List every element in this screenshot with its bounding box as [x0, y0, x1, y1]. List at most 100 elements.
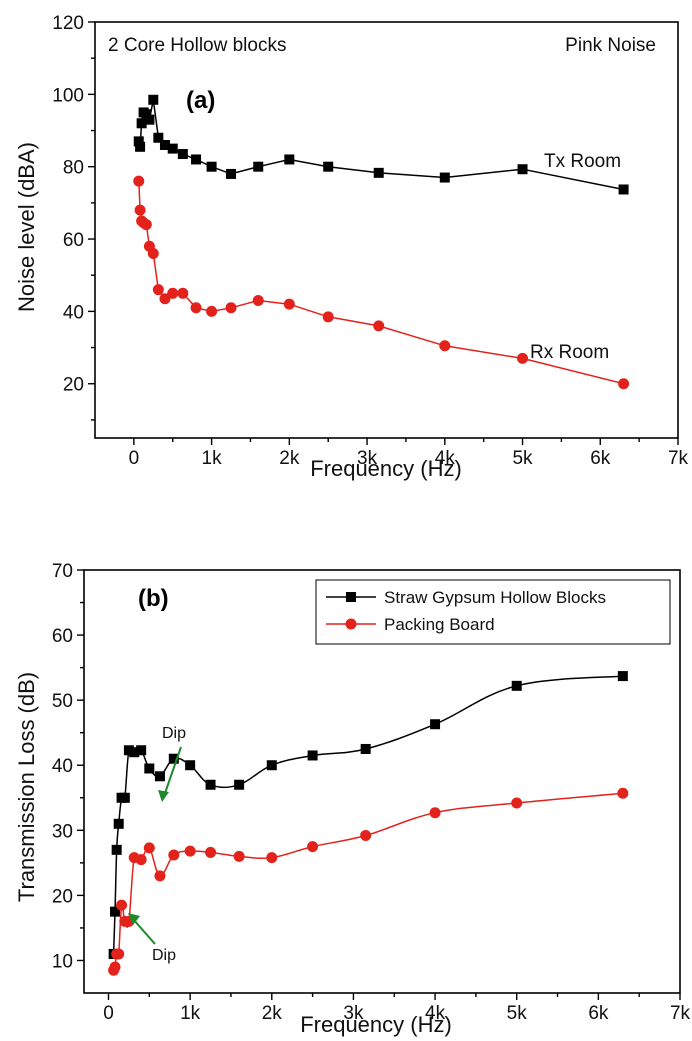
data-point-square [226, 168, 237, 179]
data-point-square [167, 143, 178, 154]
x-tick-label: 6k [588, 1003, 609, 1024]
data-point-square [253, 161, 264, 172]
data-point-circle [159, 293, 171, 305]
panel-a-title: 2 Core Hollow blocks [108, 35, 286, 56]
data-point-square [373, 167, 384, 178]
data-point-square [360, 743, 371, 754]
panel-b-y-axis-title: Transmission Loss (dB) [14, 672, 39, 902]
data-point-circle [147, 248, 159, 260]
panel-b-axis-ticks: 0 1k 2k 3k 4k 5k 6k 7k 10 20 30 40 50 60 70 [52, 561, 691, 1024]
data-point-circle [190, 302, 202, 314]
data-point-square [266, 760, 277, 771]
data-point-circle [322, 311, 334, 323]
x-tick-label: 6k [590, 448, 611, 469]
y-tick-label: 80 [63, 158, 84, 179]
data-point-square [148, 94, 159, 105]
y-tick-label: 10 [52, 951, 73, 972]
x-tick-label: 5k [512, 448, 533, 469]
dip-annotation-straw-gypsum: Dip [158, 725, 186, 802]
legend-marker-straw-gypsum [346, 592, 356, 602]
data-point-circle [373, 320, 385, 332]
data-point-square [133, 136, 144, 147]
data-point-square [123, 745, 134, 756]
data-point-circle [225, 302, 237, 314]
data-point-circle [360, 830, 372, 842]
x-tick-label: 2k [262, 1003, 283, 1024]
data-point-circle [168, 849, 180, 861]
data-point-circle [143, 842, 155, 854]
data-point-square [159, 139, 170, 150]
data-point-circle [135, 854, 147, 866]
panel-a-tag: (a) [186, 87, 215, 114]
panel-b-chart: 0 1k 2k 3k 4k 5k 6k 7k 10 20 30 40 50 60 70 (b) Straw … [14, 561, 691, 1037]
x-tick-label: 1k [180, 1003, 201, 1024]
data-point-square [144, 114, 155, 125]
x-tick-label: 3k [357, 448, 378, 469]
legend-box [315, 579, 671, 645]
x-tick-label: 5k [507, 1003, 528, 1024]
y-tick-label: 40 [52, 756, 73, 777]
data-point-square [205, 779, 216, 790]
data-point-circle [177, 287, 189, 299]
dip-annotation-packing-board: Dip [128, 913, 176, 964]
data-point-circle [429, 807, 441, 819]
data-point-square [517, 164, 528, 175]
y-tick-label: 60 [63, 230, 84, 251]
data-point-circle [307, 841, 319, 853]
data-point-square [129, 747, 140, 758]
rx-room-label: Rx Room [530, 342, 609, 363]
data-point-circle [617, 787, 629, 799]
panel-a-annotation: Pink Noise [565, 35, 656, 56]
data-point-circle [511, 797, 523, 809]
data-point-circle [233, 850, 245, 862]
data-point-square [119, 792, 130, 803]
data-point-circle [206, 305, 218, 317]
dip-arrow-head [158, 790, 169, 802]
data-point-circle [134, 204, 146, 216]
legend-label-packing-board: Packing Board [384, 615, 495, 634]
x-tick-label: 4k [435, 448, 456, 469]
data-point-circle [152, 284, 164, 296]
x-tick-label: 0 [129, 448, 140, 469]
data-point-square [141, 109, 152, 120]
y-tick-label: 30 [52, 821, 73, 842]
data-point-circle [205, 846, 217, 858]
data-point-square [185, 760, 196, 771]
panel-b-tag: (b) [138, 585, 169, 612]
legend-label-straw-gypsum: Straw Gypsum Hollow Blocks [384, 588, 606, 607]
series-line-1 [112, 792, 623, 971]
panel-a-axes-frame [94, 21, 679, 439]
data-point-square [110, 906, 121, 917]
dip-arrow-line [132, 918, 156, 945]
panel-a-y-axis-title: Noise level (dBA) [14, 142, 39, 312]
dip-label: Dip [152, 947, 176, 964]
data-point-circle [439, 340, 451, 352]
y-tick-label: 20 [52, 886, 73, 907]
data-point-circle [113, 948, 125, 960]
x-tick-label: 3k [343, 1003, 364, 1024]
dip-arrow-line [163, 746, 182, 797]
panel-b-plot-area [108, 671, 629, 976]
data-point-square [617, 671, 628, 682]
data-point-square [111, 844, 122, 855]
legend-marker-packing-board [345, 618, 357, 630]
data-point-square [618, 184, 629, 195]
data-point-circle [266, 852, 278, 864]
panel-a-x-axis-title: Frequency (Hz) [310, 456, 462, 481]
data-point-square [307, 750, 318, 761]
dip-label: Dip [162, 725, 186, 742]
x-tick-label: 7k [668, 448, 689, 469]
y-tick-label: 100 [52, 85, 84, 106]
data-point-circle [517, 352, 529, 364]
x-tick-label: 0 [103, 1003, 114, 1024]
data-point-circle [109, 961, 121, 973]
panel-a-plot-area [133, 94, 630, 390]
panel-b-legend: Straw Gypsum Hollow Blocks Packing Board [315, 579, 671, 645]
data-point-circle [133, 175, 145, 187]
y-tick-label: 120 [52, 13, 84, 34]
series-line-0 [112, 675, 623, 955]
data-point-square [511, 680, 522, 691]
y-tick-label: 40 [63, 302, 84, 323]
data-point-circle [167, 287, 179, 299]
